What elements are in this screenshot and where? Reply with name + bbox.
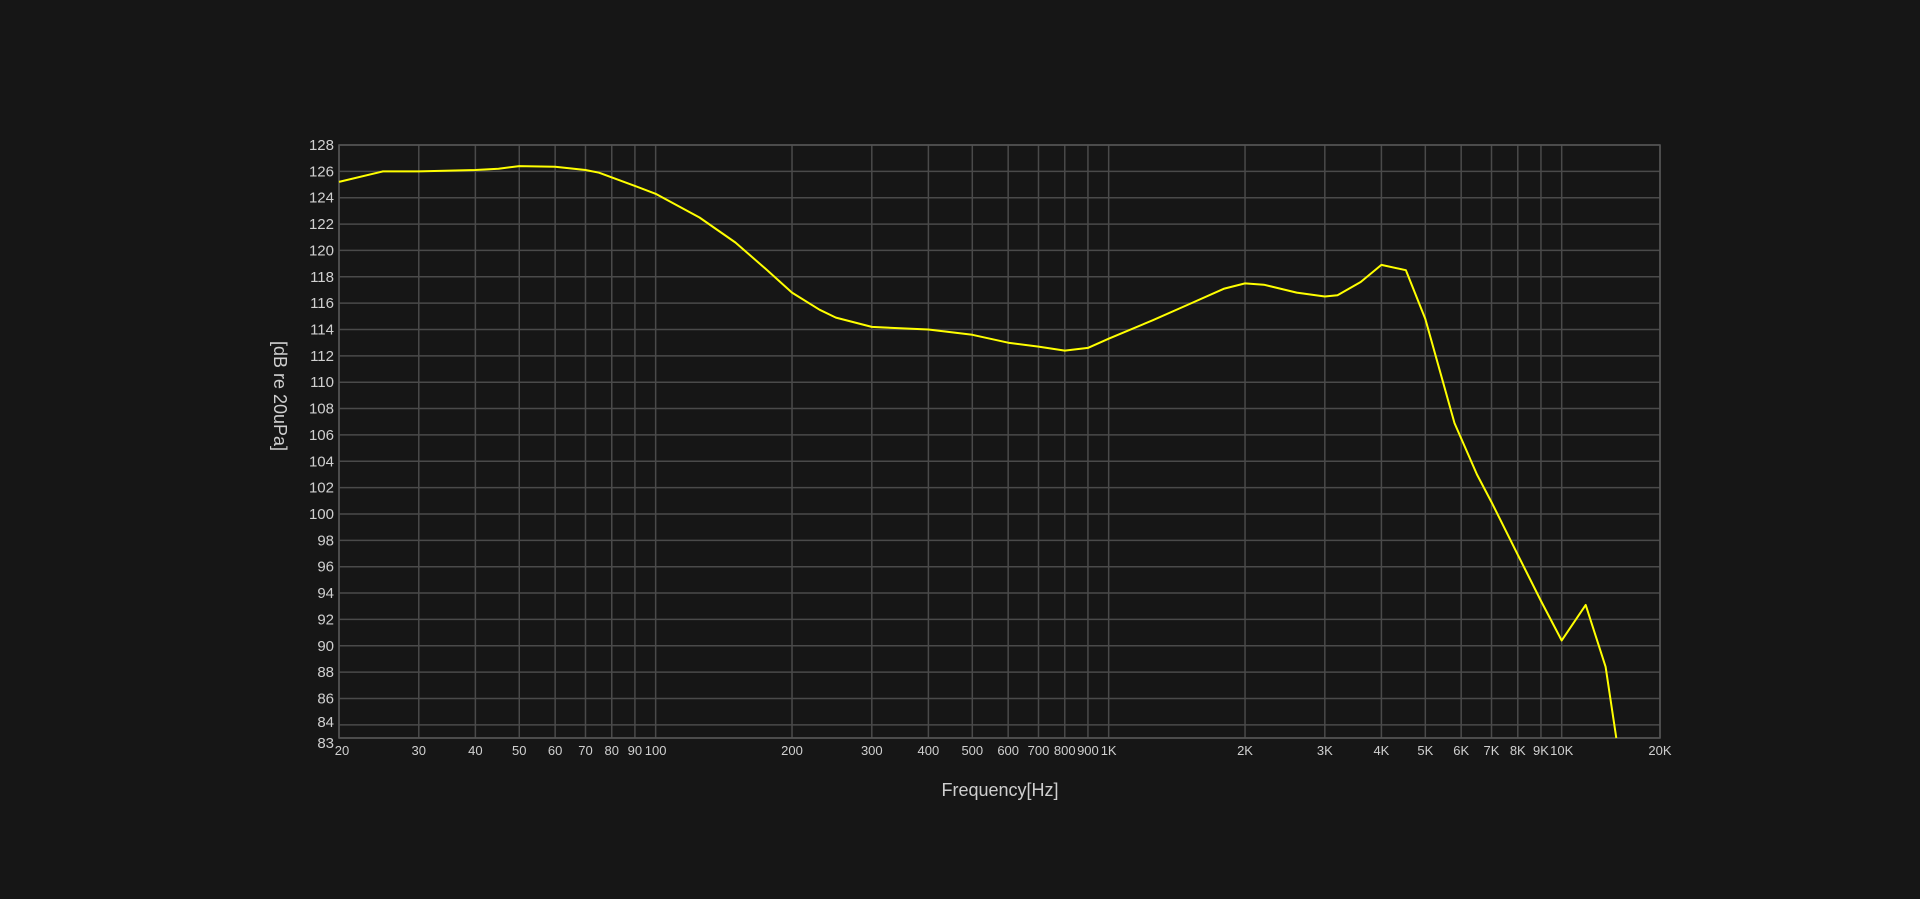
x-tick-label: 300 (861, 743, 883, 758)
y-tick-label: 88 (317, 664, 334, 681)
x-tick-label: 90 (628, 743, 642, 758)
y-tick-label: 112 (310, 348, 334, 365)
x-tick-label: 1K (1101, 743, 1117, 758)
y-tick-label: 83 (317, 735, 334, 752)
x-tick-label: 2K (1237, 743, 1253, 758)
plot-border (338, 144, 1661, 739)
y-tick-label: 84 (317, 714, 334, 731)
y-tick-label: 108 (309, 401, 334, 418)
x-tick-label: 20 (335, 743, 349, 758)
x-tick-label: 7K (1484, 743, 1500, 758)
x-tick-label: 60 (548, 743, 562, 758)
y-tick-label: 126 (309, 163, 334, 180)
x-tick-label: 4K (1373, 743, 1389, 758)
x-tick-label: 6K (1453, 743, 1469, 758)
x-tick-label: 700 (1028, 743, 1050, 758)
y-tick-label: 120 (309, 242, 334, 259)
x-tick-label: 200 (781, 743, 803, 758)
grid (338, 144, 1661, 739)
y-tick-label: 102 (309, 480, 334, 497)
y-tick-label: 92 (317, 611, 334, 628)
y-tick-label: 100 (309, 506, 334, 523)
y-tick-label: 96 (317, 559, 334, 576)
x-tick-label: 600 (997, 743, 1019, 758)
y-tick-label: 106 (309, 427, 334, 444)
x-tick-label: 3K (1317, 743, 1333, 758)
y-tick-label: 116 (310, 295, 334, 312)
y-tick-label: 94 (317, 585, 334, 602)
x-tick-label: 9K (1533, 743, 1549, 758)
x-tick-label: 400 (918, 743, 940, 758)
x-axis-label: Frequency[Hz] (941, 780, 1058, 800)
y-tick-label: 86 (317, 690, 334, 707)
x-tick-label: 80 (605, 743, 619, 758)
x-tick-label: 70 (578, 743, 592, 758)
x-tick-label: 30 (412, 743, 426, 758)
x-tick-label: 8K (1510, 743, 1526, 758)
y-tick-label: 124 (309, 190, 334, 207)
y-tick-label: 114 (310, 321, 334, 338)
y-tick-labels: 83 84 86 88 90 92 94 96 98 100 102 104 106 108 110 112 1… (309, 137, 334, 752)
x-tick-label: 50 (512, 743, 526, 758)
x-tick-label: 20K (1648, 743, 1671, 758)
y-tick-label: 104 (309, 453, 334, 470)
x-tick-label: 500 (961, 743, 983, 758)
y-tick-label: 118 (310, 269, 334, 286)
x-tick-label: 5K (1417, 743, 1433, 758)
series-line (338, 165, 1618, 739)
x-tick-label: 10K (1550, 743, 1573, 758)
x-tick-label: 100 (645, 743, 667, 758)
y-tick-label: 110 (310, 374, 334, 391)
y-axis-label: [dB re 20uPa] (270, 341, 290, 451)
x-tick-labels: 20 30 40 50 60 70 80 90 100 200 300 400 500 600 700 800… (335, 743, 1672, 758)
y-tick-label: 122 (309, 216, 334, 233)
x-tick-label: 40 (468, 743, 482, 758)
y-tick-label: 90 (317, 638, 334, 655)
y-tick-label: 128 (309, 137, 334, 154)
y-tick-label: 98 (317, 532, 334, 549)
x-tick-label: 900 (1077, 743, 1099, 758)
x-tick-label: 800 (1054, 743, 1076, 758)
